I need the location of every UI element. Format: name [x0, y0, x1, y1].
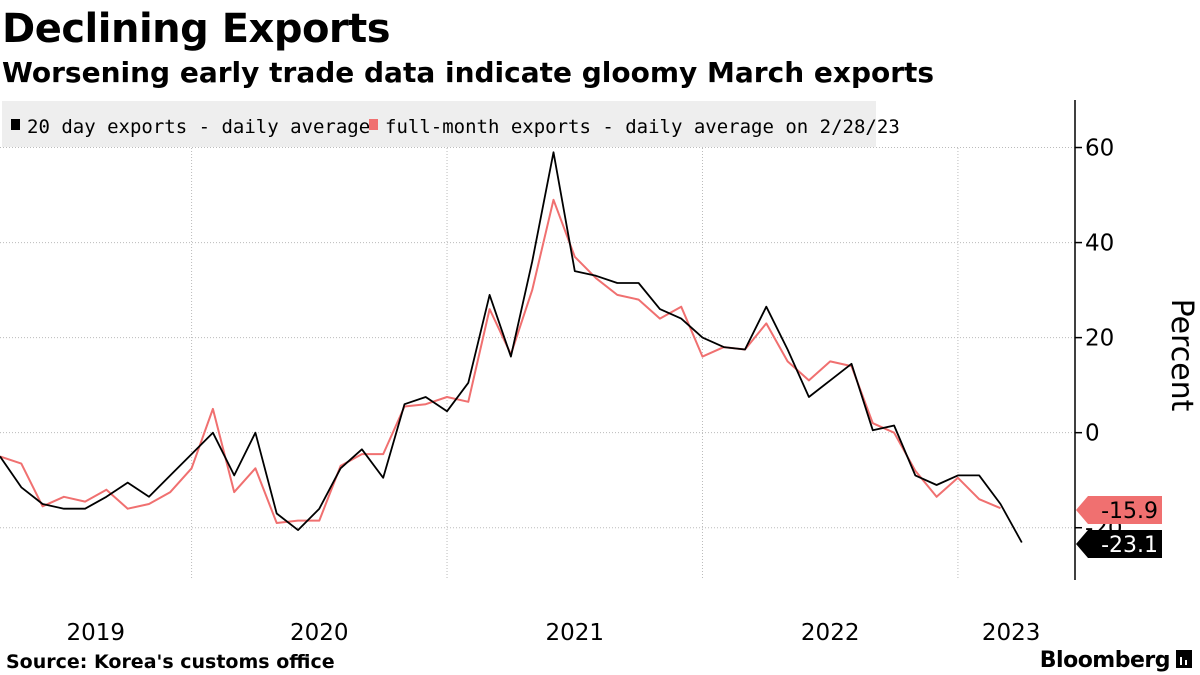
bloomberg-logo: Bloomberg: [1039, 648, 1171, 673]
end-label-20day: -23.1: [1101, 533, 1158, 558]
bloomberg-terminal-icon: [1176, 650, 1192, 668]
grid-lines: [0, 147, 1075, 580]
end-label-fullmonth-tag: [1076, 496, 1162, 524]
y-tick-label-40: 40: [1085, 231, 1114, 257]
series-lines: [0, 151, 1023, 543]
y-tick-label-60: 60: [1085, 136, 1114, 162]
x-tick-label-2022: 2022: [801, 620, 860, 646]
chart-subtitle: Worsening early trade data indicate gloo…: [2, 56, 935, 89]
legend-background: [2, 101, 876, 147]
x-tick-label-2023: 2023: [982, 620, 1041, 646]
legend: 20 day exports - daily average full-mont…: [2, 101, 900, 147]
x-tick-label-2020: 2020: [290, 620, 349, 646]
legend-label-fullmonth: full-month exports - daily average on 2/…: [385, 116, 900, 138]
source-note: Source: Korea's customs office: [6, 651, 335, 673]
y-tick-label-20: 20: [1085, 326, 1114, 352]
legend-swatch-fullmonth: [369, 119, 378, 130]
chart-title: Declining Exports: [2, 6, 391, 52]
series-line-fullmonth: [0, 198, 1001, 524]
x-axis-labels: 2019 2020 2021 2022 2023: [67, 620, 1041, 646]
x-tick-label-2021: 2021: [545, 620, 604, 646]
x-tick-label-2019: 2019: [67, 620, 126, 646]
end-value-labels: -15.9 -23.1: [1076, 496, 1162, 558]
end-label-20day-tag: [1076, 530, 1162, 558]
y-tick-label-0: 0: [1085, 421, 1100, 447]
series-line-20day: [0, 151, 1023, 543]
legend-swatch-20day: [11, 119, 20, 130]
y-axis-title: Percent: [1164, 299, 1199, 412]
legend-label-20day: 20 day exports - daily average: [27, 116, 370, 138]
end-label-fullmonth: -15.9: [1101, 499, 1158, 524]
